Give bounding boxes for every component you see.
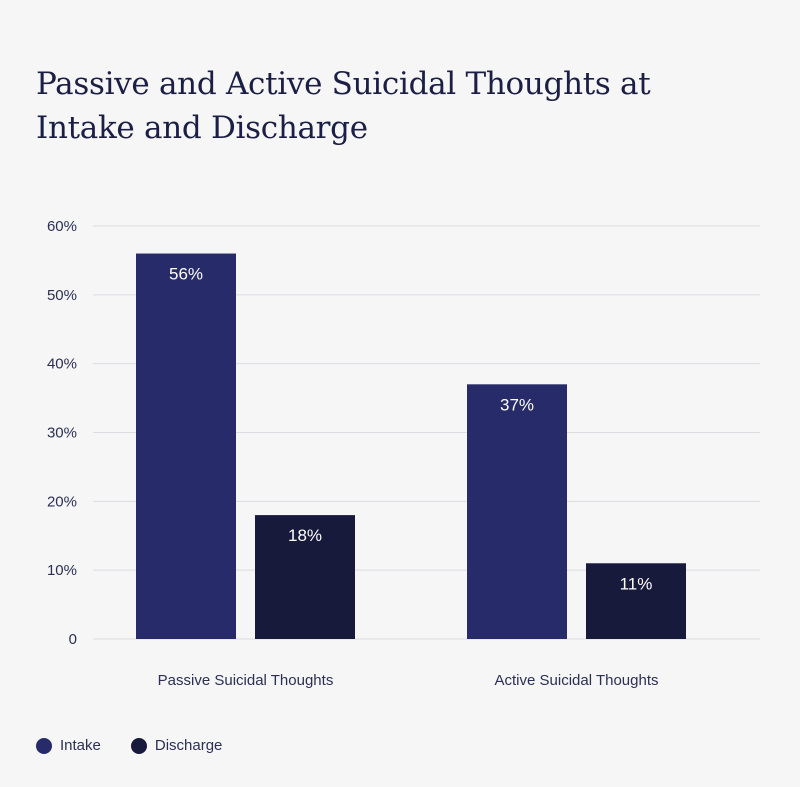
x-tick-label: Active Suicidal Thoughts [495, 672, 659, 689]
y-tick-label: 40% [47, 356, 77, 373]
bar-intake [467, 384, 567, 639]
data-label: 37% [500, 395, 534, 414]
y-tick-label: 0 [69, 631, 77, 648]
bar-discharge [255, 515, 355, 639]
data-label: 18% [288, 526, 322, 545]
bar-discharge [586, 563, 686, 639]
legend-label-intake: Intake [60, 737, 101, 754]
legend-label-discharge: Discharge [154, 737, 223, 754]
legend-swatch-discharge [130, 737, 147, 754]
legend: Intake Discharge [36, 737, 222, 754]
bar-intake [136, 253, 236, 640]
legend-swatch-intake [36, 737, 52, 754]
data-label: 56% [169, 265, 203, 284]
y-tick-label: 50% [47, 287, 77, 304]
legend-item-intake: Intake [36, 737, 101, 754]
y-tick-label: 10% [47, 562, 77, 579]
chart-title: Passive and Active Suicidal Thoughts at … [36, 66, 651, 146]
legend-item-discharge: Discharge [130, 737, 223, 754]
x-tick-label: Passive Suicidal Thoughts [158, 672, 334, 689]
y-tick-label: 30% [47, 425, 77, 442]
y-tick-label: 60% [47, 218, 77, 235]
data-label: 11% [620, 574, 653, 593]
y-tick-label: 20% [47, 493, 77, 510]
